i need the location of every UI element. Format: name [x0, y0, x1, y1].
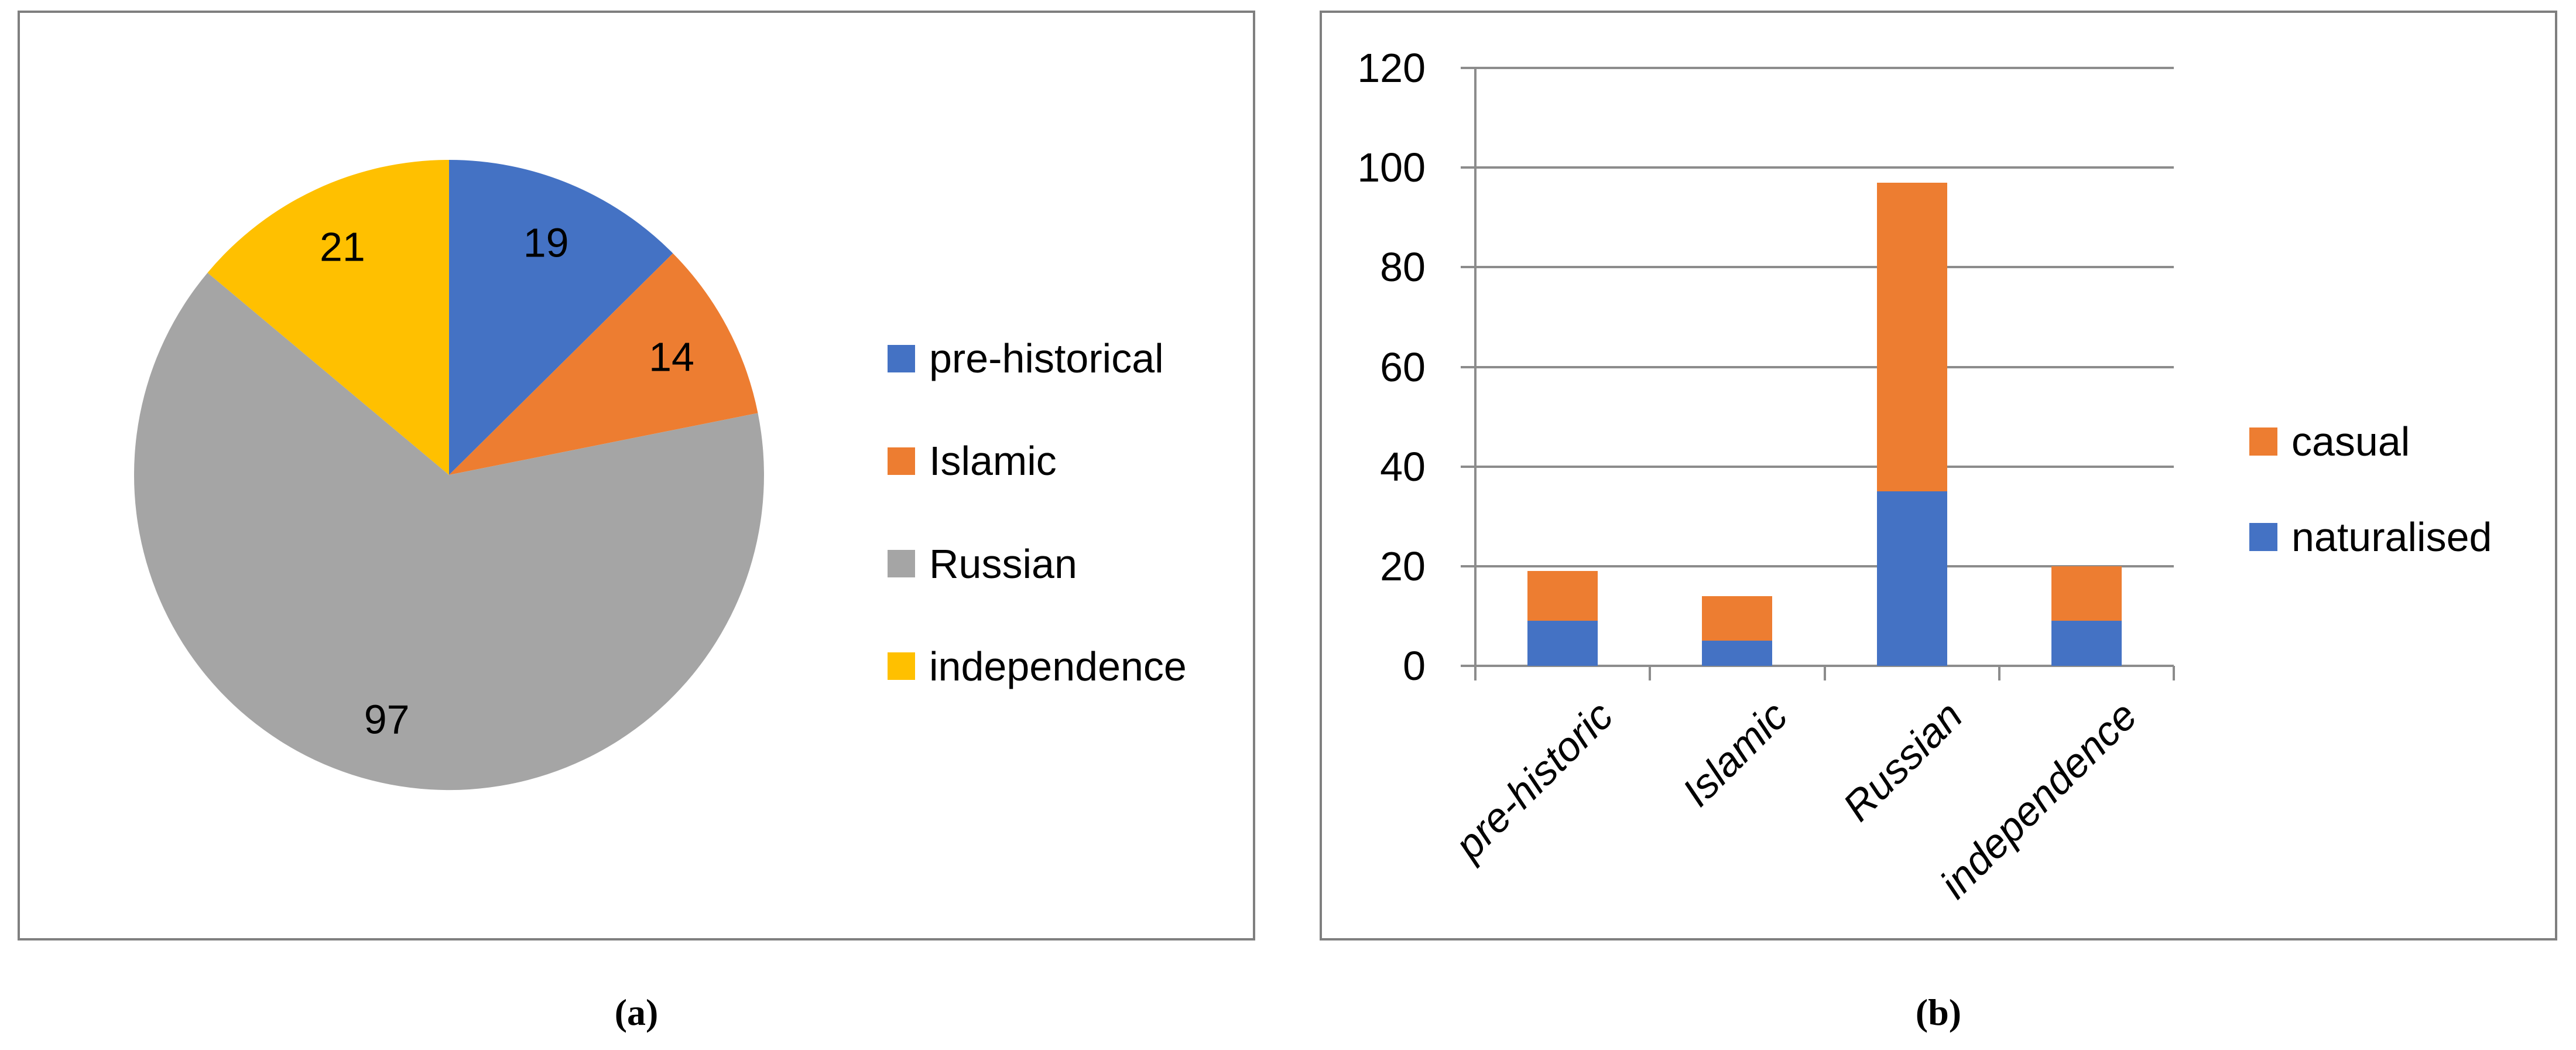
- pie-data-label: 14: [649, 334, 694, 379]
- x-axis-tick: [1998, 666, 2000, 680]
- caption-b: (b): [1915, 991, 1962, 1033]
- gridline-40: [1461, 465, 2174, 468]
- y-tick-label: 60: [1380, 344, 1426, 390]
- legend-label: naturalised: [2291, 514, 2492, 560]
- bar-segment-naturalised-pre-historic: [1527, 621, 1598, 666]
- bar-segment-naturalised-Russian: [1876, 491, 1947, 666]
- x-category-label-independence: independence: [1931, 692, 2146, 907]
- gridline-120: [1461, 67, 2174, 69]
- bar-plot-area: 0 20 40 60 80 100 120 pre-historic Islamic Russia…: [1357, 45, 2175, 907]
- x-axis-tick: [1474, 666, 1477, 680]
- legend-swatch-icon: [888, 550, 915, 578]
- bar-segment-casual-pre-historic: [1527, 571, 1598, 621]
- legend-swatch-icon: [2249, 427, 2277, 456]
- legend-label: independence: [929, 643, 1187, 689]
- x-category-label-Russian: Russian: [1834, 692, 1971, 830]
- gridline-80: [1461, 266, 2174, 269]
- gridline-60: [1461, 365, 2174, 368]
- pie-slice-pre-historical: [449, 160, 673, 475]
- pie-slice-Russian: [133, 272, 764, 791]
- legend-swatch-icon: [2249, 523, 2277, 551]
- y-tick-label: 80: [1380, 244, 1426, 290]
- legend-label: pre-historical: [929, 336, 1164, 381]
- legend-item-naturalised: naturalised: [2249, 514, 2492, 560]
- caption-a: (a): [614, 991, 659, 1033]
- legend-swatch-icon: [888, 344, 915, 372]
- legend-swatch-icon: [888, 652, 915, 680]
- y-tick-label: 40: [1380, 443, 1426, 490]
- legend-item-pre-historical: pre-historical: [888, 335, 1164, 382]
- x-category-label-pre-historic: pre-historic: [1446, 692, 1622, 868]
- y-axis-line: [1474, 67, 1477, 680]
- legend-item-independence: independence: [888, 643, 1187, 690]
- legend-item-Islamic: Islamic: [888, 437, 1057, 484]
- pie-slice-Islamic: [449, 253, 758, 475]
- y-tick-label: 0: [1403, 643, 1426, 689]
- pie-data-label: 21: [320, 224, 365, 270]
- legend-label: Islamic: [929, 438, 1057, 484]
- panel-bar-chart: 0 20 40 60 80 100 120 pre-historic Islamic Russia…: [1320, 11, 2557, 940]
- pie-chart: 19 14 97 21: [133, 160, 764, 791]
- y-tick-label: 100: [1357, 145, 1426, 191]
- bar-segment-casual-Islamic: [1702, 596, 1773, 641]
- legend-item-Russian: Russian: [888, 541, 1077, 587]
- x-category-label-Islamic: Islamic: [1674, 692, 1797, 815]
- x-axis-tick: [1649, 666, 1652, 680]
- legend-item-casual: casual: [2249, 418, 2410, 465]
- bar-segment-casual-Russian: [1876, 182, 1947, 492]
- x-axis-tick: [1823, 666, 1826, 680]
- y-tick-label: 120: [1357, 45, 1426, 91]
- pie-data-label: 19: [523, 220, 569, 265]
- y-tick-label: 20: [1380, 543, 1426, 589]
- bar-segment-naturalised-independence: [2051, 621, 2122, 666]
- gridline-100: [1461, 166, 2174, 169]
- legend-label: casual: [2291, 419, 2410, 464]
- x-axis-tick: [2173, 666, 2175, 680]
- pie-data-label: 97: [364, 697, 410, 743]
- legend-swatch-icon: [888, 447, 915, 475]
- bar-segment-naturalised-Islamic: [1702, 641, 1773, 666]
- pie-slice-independence: [207, 160, 449, 475]
- legend-label: Russian: [929, 541, 1077, 587]
- panel-pie-chart: 19 14 97 21 pre-historical Islamic Russian ind…: [18, 11, 1255, 940]
- bar-segment-casual-independence: [2051, 566, 2122, 621]
- gridline-20: [1461, 565, 2174, 567]
- x-axis-line: [1461, 665, 2174, 667]
